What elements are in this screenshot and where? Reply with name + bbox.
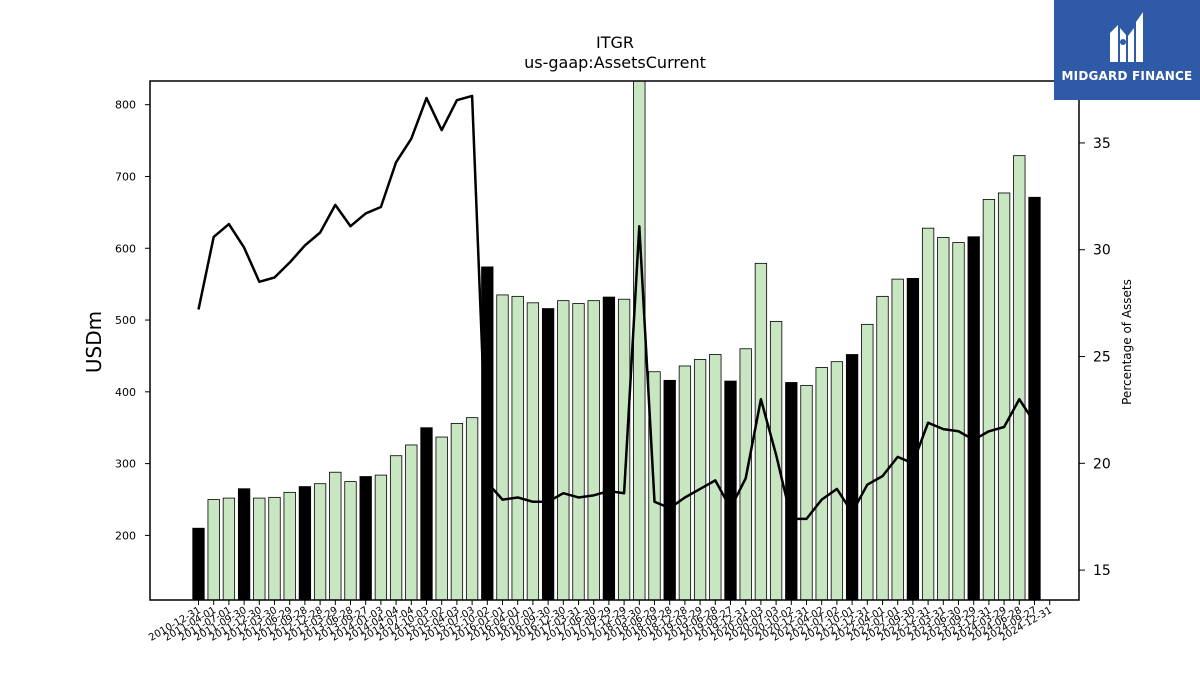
bar-2016-12-30 [557,300,570,601]
bar-2013-09-27 [359,476,372,601]
bar-2013-06-28 [344,481,357,601]
bar-2017-09-29 [602,296,616,601]
percentage-line [197,94,1036,521]
bar-2015-07-03 [465,417,479,601]
bar-2022-09-30 [906,278,920,601]
bar-2017-03-31 [572,303,585,601]
y2-tick-label: 25 [1093,350,1111,366]
bar-2020-10-02 [785,382,798,601]
logo-text: MIDGARD FINANCE [1061,69,1193,83]
bar-2020-04-03 [754,262,768,601]
bar-2016-09-30 [541,308,555,601]
bar-2020-07-03 [769,321,783,601]
bar-2022-07-01 [891,278,904,601]
bar-2013-03-29 [329,471,342,601]
bar-2011-07-01 [222,497,236,601]
bar-2017-06-30 [587,300,600,601]
bar-2019-09-27 [724,380,737,601]
logo-mark-icon [1110,12,1143,62]
y-tick-label: 400 [115,386,136,399]
bar-2023-03-31 [937,237,950,601]
bar-2022-04-01 [876,295,889,601]
bar-2011-12-30 [253,497,266,601]
midgard-finance-logo: MIDGARD FINANCE [1054,0,1200,100]
bar-2014-01-03 [374,474,388,601]
bar-2014-10-03 [420,427,433,601]
bar-2015-01-02 [435,436,448,601]
bar-2016-01-01 [496,294,509,601]
bar-2019-06-28 [709,354,722,601]
bar-2010-12-31 [192,527,205,601]
x-axis: 2010-12-312011-04-012011-07-012011-09-30… [147,600,1054,644]
bar-2011-04-01 [207,499,220,601]
bar-2024-03-29 [997,192,1011,601]
bar-2017-12-29 [617,298,631,601]
bar-2024-06-28 [1013,155,1026,601]
y-axis-label: USDm [82,311,106,373]
y-axis-left: 200 300 400 500 600 700 800 [115,99,150,542]
bar-2012-09-28 [298,486,312,601]
percentage-line-series [197,94,1036,521]
y-axis-right: 15 20 25 30 35 [1079,136,1111,579]
y2-tick-label: 30 [1093,243,1111,259]
y2-tick-label: 20 [1093,456,1111,472]
bar-2012-06-29 [283,491,296,601]
bar-2015-04-03 [450,423,464,601]
chart-subtitle: us-gaap:AssetsCurrent [524,53,706,72]
y-tick-label: 700 [115,170,136,183]
bar-2023-12-31 [982,199,996,601]
bar-2021-04-02 [815,367,828,601]
bar-2024-09-27 [1028,196,1041,601]
bar-2015-10-02 [481,266,494,601]
bar-2011-09-30 [237,488,251,601]
y-tick-label: 200 [115,529,136,542]
y-tick-label: 500 [115,314,136,327]
y-tick-label: 300 [115,458,136,471]
bar-2018-12-28 [678,365,692,601]
y-tick-label: 800 [115,99,136,112]
bar-2021-12-31 [861,323,874,601]
y2-tick-label: 35 [1093,136,1111,152]
bar-series [192,80,1041,601]
plot-frame [149,80,1080,601]
bar-2012-03-30 [268,496,281,601]
bar-2014-07-04 [405,444,418,601]
bar-2016-07-01 [526,302,540,601]
bar-2021-10-01 [845,354,859,601]
bar-2021-07-02 [830,361,844,601]
bar-2022-12-31 [921,227,935,601]
bar-2012-12-28 [313,483,327,601]
bar-2019-03-29 [693,359,707,601]
bar-2018-03-30 [633,80,646,601]
bar-2016-04-01 [511,295,524,601]
bar-2020-12-31 [800,384,813,601]
y-tick-label: 600 [115,242,136,255]
bar-2014-04-04 [389,455,403,601]
bar-2023-09-29 [967,236,980,601]
bar-2018-09-28 [663,379,676,601]
chart-title: ITGR [596,33,634,52]
bar-2023-06-30 [952,242,965,601]
y2-axis-label: Percentage of Assets [1120,279,1134,405]
y2-tick-label: 15 [1093,563,1111,579]
